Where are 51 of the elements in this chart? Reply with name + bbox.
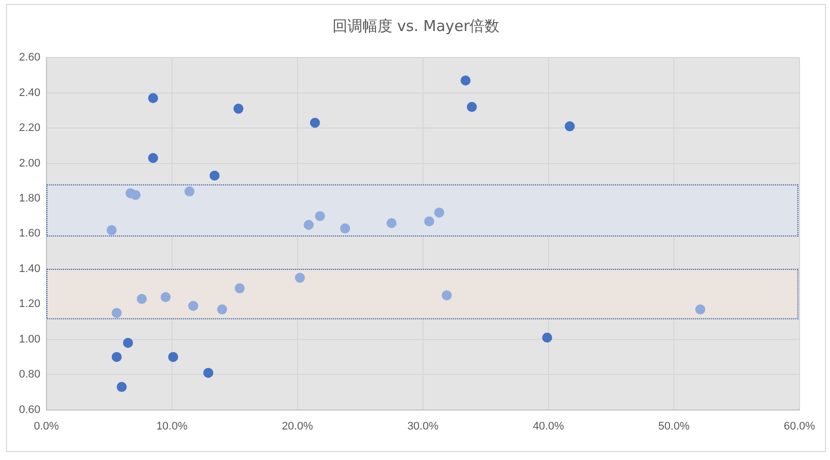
point xyxy=(233,104,244,114)
point xyxy=(112,352,122,362)
point xyxy=(184,186,194,196)
y-tick-label: 1.60 xyxy=(18,228,40,240)
point xyxy=(116,382,127,392)
x-tick-label: 0.0% xyxy=(34,420,60,432)
x-tick-label: 20.0% xyxy=(282,420,314,432)
point xyxy=(386,218,397,228)
point xyxy=(466,102,477,112)
y-tick-label: 1.20 xyxy=(18,298,40,310)
point xyxy=(217,304,228,314)
y-tick-label: 2.00 xyxy=(18,157,40,170)
point xyxy=(434,208,444,218)
point xyxy=(542,332,552,343)
point xyxy=(340,223,350,234)
y-tick-label: 2.60 xyxy=(18,52,40,64)
y-tick-label: 1.80 xyxy=(18,192,40,205)
x-tick-label: 10.0% xyxy=(156,420,188,432)
point xyxy=(210,170,220,181)
point xyxy=(160,292,171,302)
chart-title: 回调幅度 vs. Mayer倍数 xyxy=(331,17,501,36)
point xyxy=(136,294,147,304)
y-tick-label: 1.40 xyxy=(18,262,40,275)
x-tick-label: 30.0% xyxy=(407,420,439,432)
point xyxy=(442,290,452,300)
point xyxy=(203,368,214,378)
y-tick-label: 0.60 xyxy=(18,404,40,416)
y-tick-label: 2.40 xyxy=(18,86,40,99)
y-tick-label: 2.20 xyxy=(18,122,40,134)
point xyxy=(234,283,245,294)
point xyxy=(304,220,314,230)
y-tick-label: 1.00 xyxy=(18,333,40,346)
y-tick-label: 0.80 xyxy=(18,368,40,381)
point xyxy=(315,211,325,222)
point xyxy=(168,352,178,362)
point xyxy=(424,216,434,226)
point xyxy=(130,190,141,200)
point xyxy=(310,118,320,128)
point xyxy=(460,75,471,86)
x-tick-label: 50.0% xyxy=(658,420,690,432)
x-tick-label: 60.0% xyxy=(784,420,816,432)
point xyxy=(122,338,133,348)
x-tick-label: 40.0% xyxy=(532,420,564,432)
point xyxy=(148,152,158,163)
point xyxy=(695,304,706,314)
point xyxy=(564,121,575,132)
point xyxy=(294,272,305,283)
point xyxy=(188,300,198,311)
point xyxy=(148,93,158,104)
point xyxy=(112,308,122,318)
point xyxy=(106,225,117,236)
